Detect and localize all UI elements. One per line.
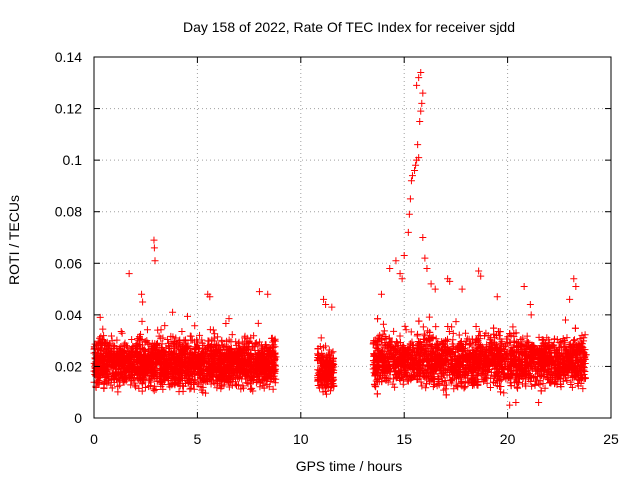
data-point bbox=[158, 340, 166, 348]
data-point bbox=[114, 388, 122, 396]
data-point bbox=[245, 339, 253, 347]
data-point bbox=[108, 337, 116, 345]
data-point bbox=[152, 385, 160, 393]
data-point bbox=[228, 331, 236, 339]
data-point bbox=[107, 381, 115, 389]
data-point bbox=[127, 381, 135, 389]
data-point bbox=[250, 332, 258, 340]
data-point bbox=[218, 381, 226, 389]
data-point bbox=[182, 336, 190, 344]
data-point bbox=[186, 385, 194, 393]
data-point bbox=[196, 331, 204, 339]
data-points bbox=[90, 68, 590, 409]
data-point bbox=[237, 385, 245, 393]
data-point bbox=[191, 322, 199, 330]
data-point bbox=[196, 374, 204, 382]
data-point bbox=[169, 379, 177, 387]
data-point bbox=[155, 332, 163, 340]
data-point bbox=[222, 319, 230, 327]
data-point bbox=[122, 342, 130, 350]
data-point bbox=[269, 385, 277, 393]
data-point bbox=[134, 336, 142, 344]
data-point bbox=[249, 387, 257, 395]
data-point bbox=[256, 383, 264, 391]
data-point bbox=[161, 322, 169, 330]
data-point bbox=[271, 379, 279, 387]
data-point bbox=[131, 379, 139, 387]
data-point bbox=[200, 341, 208, 349]
data-point bbox=[99, 325, 107, 333]
data-point bbox=[214, 333, 222, 341]
data-point bbox=[225, 336, 233, 344]
data-point bbox=[232, 382, 240, 390]
data-point bbox=[225, 315, 233, 323]
data-point bbox=[145, 383, 153, 391]
data-point bbox=[217, 385, 225, 393]
data-point bbox=[225, 383, 233, 391]
data-point bbox=[232, 338, 240, 346]
data-point bbox=[259, 379, 267, 387]
data-point bbox=[218, 336, 226, 344]
data-point bbox=[184, 312, 192, 320]
data-point bbox=[128, 336, 136, 344]
